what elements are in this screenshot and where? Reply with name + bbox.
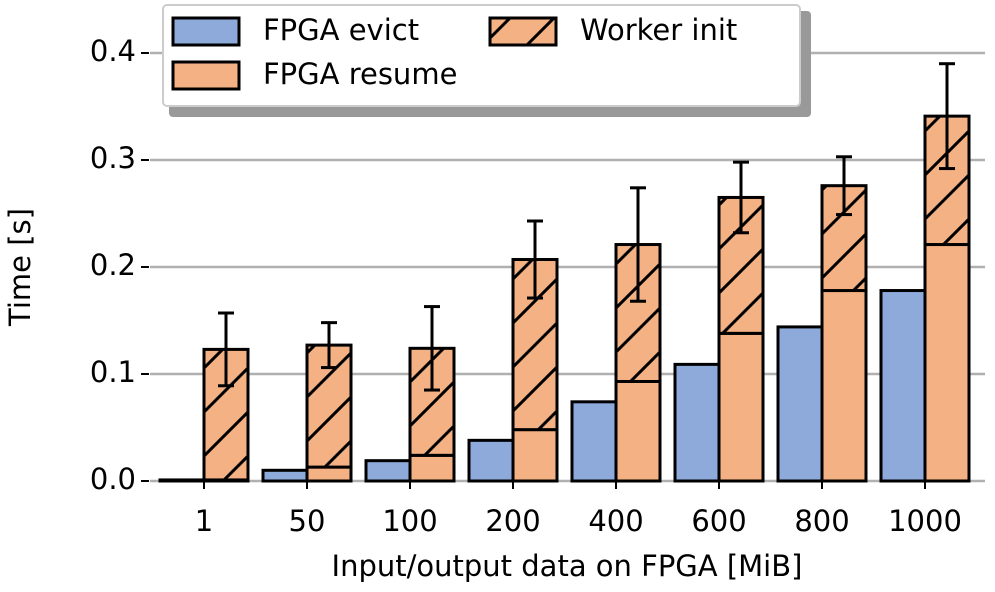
legend-swatch bbox=[488, 16, 558, 47]
bar bbox=[261, 468, 309, 483]
error-bar bbox=[321, 321, 337, 370]
error-bar bbox=[733, 160, 749, 235]
legend-label: FPGA resume bbox=[263, 57, 457, 91]
bar bbox=[879, 289, 927, 483]
legend: FPGA evict FPGA resume Worker init bbox=[162, 4, 811, 117]
bar bbox=[467, 438, 515, 483]
bar bbox=[511, 428, 559, 483]
bar bbox=[408, 453, 456, 483]
error-bar bbox=[630, 186, 646, 303]
legend-swatch bbox=[171, 60, 241, 91]
x-tick-label: 1000 bbox=[888, 504, 962, 538]
error-bar bbox=[424, 305, 440, 392]
x-tick-label: 400 bbox=[588, 504, 643, 538]
y-axis-label: Time [s] bbox=[3, 208, 37, 327]
bar bbox=[614, 379, 662, 483]
x-tick-label: 1 bbox=[195, 504, 213, 538]
x-tick-label: 600 bbox=[691, 504, 746, 538]
y-tick-label: 0.2 bbox=[90, 248, 136, 282]
y-tick-label: 0.1 bbox=[90, 355, 136, 389]
bar bbox=[570, 400, 618, 483]
bar bbox=[673, 362, 721, 483]
x-tick-label: 50 bbox=[289, 504, 326, 538]
error-bar bbox=[527, 219, 543, 300]
legend-box bbox=[162, 4, 801, 107]
bar bbox=[776, 325, 824, 483]
y-tick-label: 0.4 bbox=[90, 34, 136, 68]
y-tick-label: 0.3 bbox=[90, 141, 136, 175]
bar bbox=[364, 459, 412, 483]
x-axis-label: Input/output data on FPGA [MiB] bbox=[332, 549, 803, 583]
bar bbox=[158, 478, 206, 483]
bar bbox=[305, 465, 353, 483]
error-bar bbox=[218, 311, 234, 388]
legend-swatch bbox=[171, 16, 241, 47]
bar bbox=[820, 289, 868, 483]
y-tick-label: 0.0 bbox=[90, 462, 136, 496]
x-tick-label: 800 bbox=[794, 504, 849, 538]
x-tick-label: 200 bbox=[485, 504, 540, 538]
legend-label: Worker init bbox=[580, 13, 737, 47]
bar bbox=[923, 243, 971, 483]
error-bar bbox=[939, 62, 955, 171]
legend-label: FPGA evict bbox=[263, 13, 419, 47]
bar bbox=[717, 331, 765, 483]
x-tick-label: 100 bbox=[382, 504, 437, 538]
error-bar bbox=[836, 155, 852, 217]
bar bbox=[717, 195, 765, 335]
